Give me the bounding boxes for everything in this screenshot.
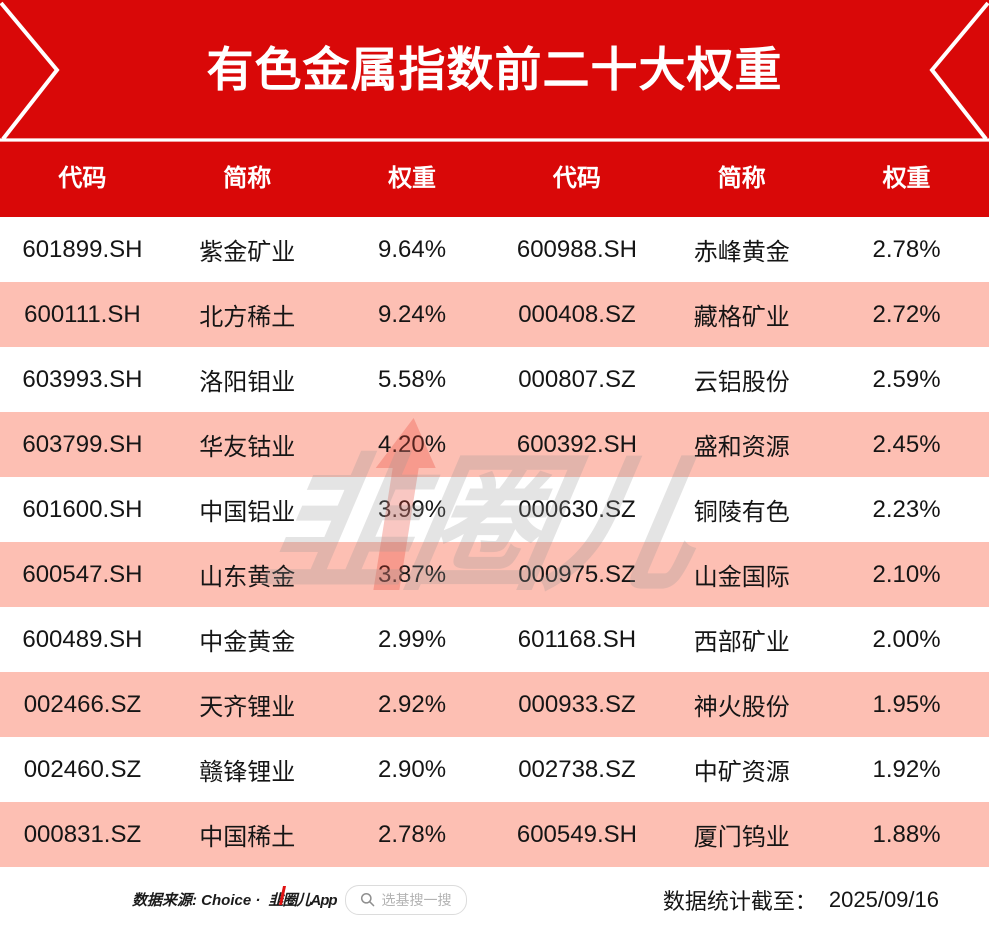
column-header-code: 代码: [552, 164, 601, 192]
cell-code: 600988.SH: [516, 235, 637, 263]
search-icon: [360, 892, 374, 907]
cell-name: 厦门钨业: [693, 824, 790, 851]
cell-name: 神火股份: [693, 694, 790, 721]
stats-cutoff: 数据统计截至： 2025/09/16: [663, 884, 939, 916]
data-source: 数据来源: Choice · 韭圈儿App 选基搜一搜: [132, 884, 467, 915]
column-header-name: 简称: [717, 164, 766, 192]
cell-name: 藏格矿业: [693, 304, 790, 331]
cell-weight: 2.72%: [872, 300, 941, 328]
cell-weight: 2.23%: [872, 495, 941, 523]
cell-weight: 2.78%: [872, 235, 941, 263]
app-suffix: App: [310, 892, 337, 909]
cell-code: 600111.SH: [24, 300, 141, 328]
cell-name: 天齐锂业: [199, 694, 296, 721]
fund-search-label: 选基搜一搜: [381, 891, 452, 908]
cell-name: 中矿资源: [693, 759, 790, 786]
column-header-code: 代码: [58, 164, 107, 192]
cell-name: 中国铝业: [199, 499, 296, 526]
cell-name: 洛阳钼业: [199, 369, 296, 396]
cell-name: 华友钴业: [199, 434, 296, 461]
table-row: 000831.SZ 中国稀土 2.78% 600549.SH 厦门钨业 1.88…: [0, 802, 989, 867]
cell-code: 002460.SZ: [23, 755, 142, 783]
cell-weight: 2.78%: [378, 820, 447, 848]
cell-weight: 3.99%: [378, 495, 447, 523]
banner: 有色金属指数前二十大权重 代码 简称 权重 代码 简称 权重: [0, 0, 989, 217]
cell-code: 000807.SZ: [518, 365, 636, 393]
cell-weight: 2.10%: [872, 560, 941, 588]
cell-code: 002738.SZ: [518, 755, 636, 783]
cell-name: 山金国际: [693, 564, 790, 591]
cell-name: 紫金矿业: [199, 239, 296, 266]
cell-weight: 2.45%: [872, 430, 941, 458]
cell-weight: 2.59%: [872, 365, 941, 393]
app-logo-text: 韭圈儿: [268, 892, 311, 909]
cell-code: 603799.SH: [22, 430, 143, 458]
column-header-name: 简称: [223, 164, 272, 192]
table-row: 600547.SH 山东黄金 3.87% 000975.SZ 山金国际 2.10…: [0, 542, 989, 607]
cell-name: 北方稀土: [199, 304, 296, 331]
cell-code: 603993.SH: [22, 365, 143, 393]
cell-code: 000933.SZ: [518, 690, 636, 718]
cell-code: 000630.SZ: [518, 495, 636, 523]
cell-code: 601168.SH: [517, 625, 637, 653]
cell-weight: 5.58%: [378, 365, 447, 393]
cell-code: 601600.SH: [22, 495, 143, 523]
data-source-prefix: 数据来源: Choice ·: [132, 892, 261, 909]
fund-search-button[interactable]: 选基搜一搜: [344, 884, 467, 915]
cell-name: 赣锋锂业: [199, 759, 296, 786]
column-header-weight: 权重: [882, 164, 931, 192]
cell-weight: 2.00%: [872, 625, 941, 653]
cell-weight: 2.99%: [378, 625, 447, 653]
cell-weight: 2.90%: [378, 755, 447, 783]
cell-code: 601899.SH: [22, 235, 143, 263]
cell-weight: 1.88%: [872, 820, 941, 848]
stats-cutoff-label: 数据统计截至：: [662, 888, 817, 914]
cell-code: 600392.SH: [516, 430, 637, 458]
cell-code: 600549.SH: [516, 820, 637, 848]
cell-name: 云铝股份: [693, 369, 790, 396]
stats-cutoff-date: 2025/09/16: [828, 886, 939, 912]
cell-name: 中国稀土: [199, 824, 296, 851]
cell-code: 000831.SZ: [23, 820, 142, 848]
cell-name: 中金黄金: [199, 629, 296, 656]
table-row: 603799.SH 华友钴业 4.20% 600392.SH 盛和资源 2.45…: [0, 412, 989, 477]
cell-name: 赤峰黄金: [693, 239, 790, 266]
cell-weight: 9.64%: [378, 235, 447, 263]
cell-weight: 9.24%: [378, 300, 447, 328]
column-header-weight: 权重: [388, 164, 437, 192]
cell-name: 盛和资源: [693, 434, 790, 461]
cell-code: 002466.SZ: [23, 690, 142, 718]
table-body: 601899.SH 紫金矿业 9.64% 600988.SH 赤峰黄金 2.78…: [0, 217, 989, 867]
table-row: 002460.SZ 赣锋锂业 2.90% 002738.SZ 中矿资源 1.92…: [0, 737, 989, 802]
cell-name: 西部矿业: [693, 629, 790, 656]
app-logo: 韭圈儿App: [268, 886, 338, 910]
cell-weight: 3.87%: [378, 560, 447, 588]
cell-weight: 2.92%: [378, 690, 447, 718]
page-title: 有色金属指数前二十大权重: [206, 43, 783, 96]
cell-name: 铜陵有色: [693, 499, 790, 526]
table-row: 002466.SZ 天齐锂业 2.92% 000933.SZ 神火股份 1.95…: [0, 672, 989, 737]
cell-name: 山东黄金: [199, 564, 296, 591]
cell-code: 000408.SZ: [518, 300, 636, 328]
cell-code: 600489.SH: [22, 625, 143, 653]
cell-code: 600547.SH: [22, 560, 143, 588]
footer: 数据来源: Choice · 韭圈儿App 选基搜一搜 数据统计截至： 2025…: [0, 867, 989, 932]
cell-weight: 1.95%: [872, 690, 941, 718]
table-row: 600111.SH 北方稀土 9.24% 000408.SZ 藏格矿业 2.72…: [0, 282, 989, 347]
table-row: 603993.SH 洛阳钼业 5.58% 000807.SZ 云铝股份 2.59…: [0, 347, 989, 412]
table-row: 600489.SH 中金黄金 2.99% 601168.SH 西部矿业 2.00…: [0, 607, 989, 672]
cell-weight: 1.92%: [872, 755, 941, 783]
table-header-row: 代码 简称 权重 代码 简称 权重: [0, 152, 989, 198]
table-row: 601600.SH 中国铝业 3.99% 000630.SZ 铜陵有色 2.23…: [0, 477, 989, 542]
cell-code: 000975.SZ: [518, 560, 636, 588]
cell-weight: 4.20%: [378, 430, 447, 458]
table-row: 601899.SH 紫金矿业 9.64% 600988.SH 赤峰黄金 2.78…: [0, 217, 989, 282]
